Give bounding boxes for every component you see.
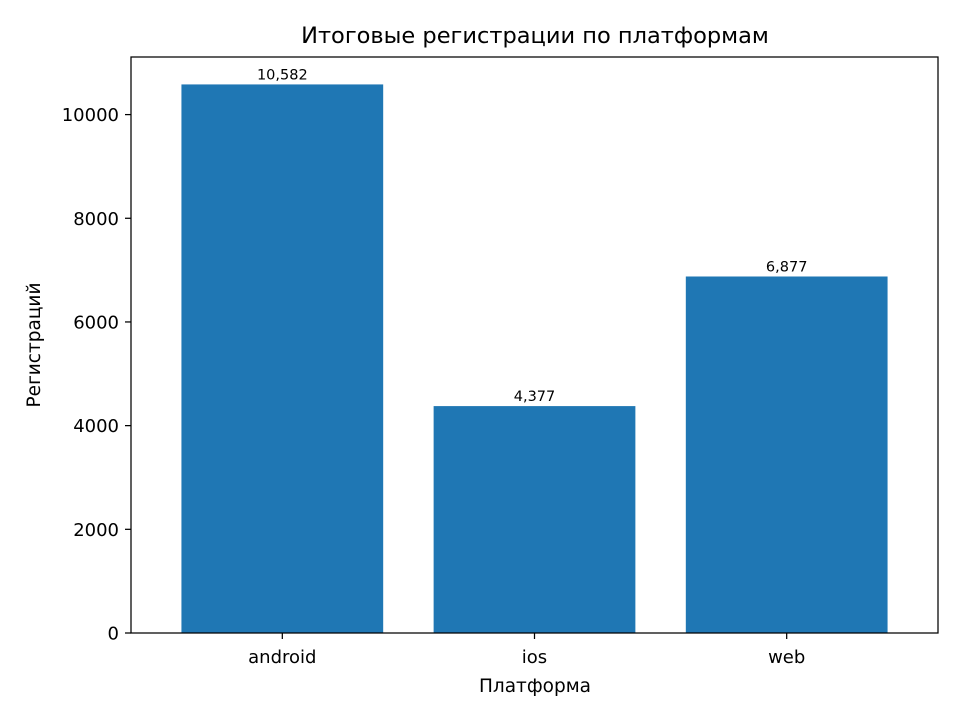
x-tick-label-android: android [248,647,316,668]
x-tick-label-web: web [768,647,805,668]
y-tick-label-0: 0 [108,624,119,645]
y-tick-label-10000: 10000 [62,105,119,126]
bar-web [685,276,888,633]
y-tick-label-8000: 8000 [73,209,119,230]
y-tick-label-4000: 4000 [73,416,119,437]
plot-frame [130,56,939,634]
bar-ios [433,406,636,633]
chart-title: Итоговые регистрации по платформам [301,23,769,49]
bar-value-label-ios: 4,377 [514,389,556,405]
x-tick-label-ios: ios [522,647,547,668]
x-axis: android ios web [248,633,805,668]
bar-labels-layer: 10,582 4,377 6,877 [257,67,808,405]
bar-value-label-android: 10,582 [257,67,308,83]
bars-layer [181,84,888,633]
x-axis-label: Платформа [479,676,591,697]
y-axis: 0 2000 4000 6000 8000 10000 [62,105,131,645]
y-axis-label: Регистраций [24,283,45,408]
y-tick-label-2000: 2000 [73,520,119,541]
y-tick-label-6000: 6000 [73,312,119,333]
bar-android [181,84,384,633]
bar-value-label-web: 6,877 [766,259,808,275]
